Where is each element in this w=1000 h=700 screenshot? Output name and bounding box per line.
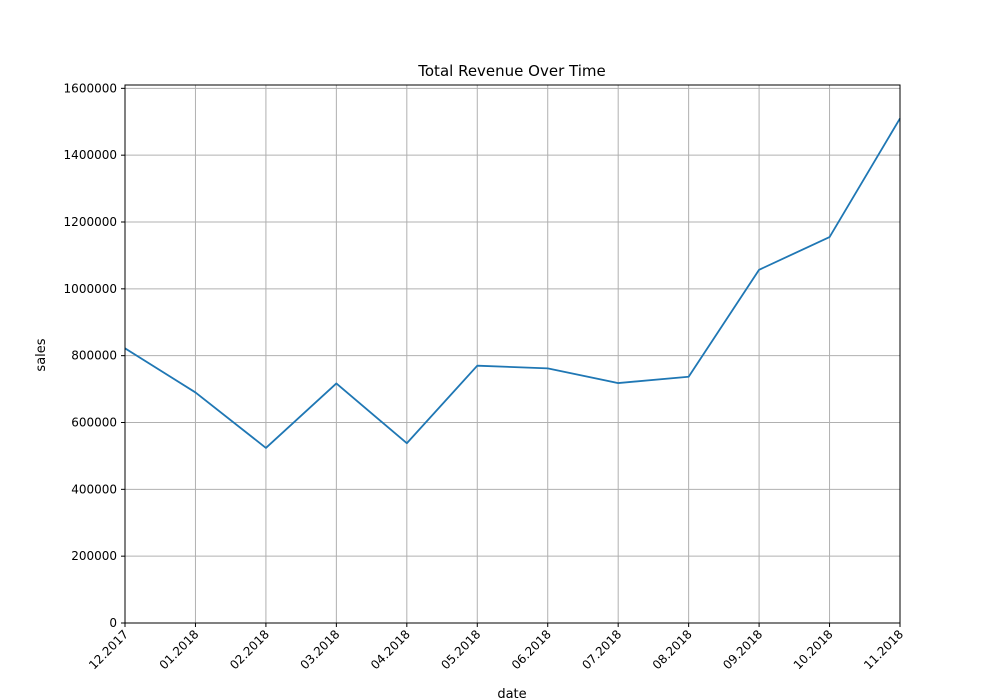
y-tick-label: 400000 — [71, 482, 117, 496]
x-axis-label: date — [497, 687, 526, 700]
grid — [124, 85, 901, 624]
y-tick-label: 1600000 — [64, 81, 117, 95]
y-tick-label: 200000 — [71, 549, 117, 563]
y-tick-label: 800000 — [71, 349, 117, 363]
y-axis: 0 200000 400000 600000 800000 1000000 1200000 1… — [64, 81, 125, 630]
y-tick-label: 1400000 — [64, 148, 117, 162]
chart-title: Total Revenue Over Time — [417, 62, 605, 80]
y-tick-label: 0 — [109, 616, 117, 630]
series-line — [124, 117, 901, 449]
y-axis-label: sales — [34, 338, 49, 371]
plot-frame — [124, 84, 901, 624]
y-tick-label: 600000 — [71, 416, 117, 430]
y-tick-label: 1200000 — [64, 215, 117, 229]
y-tick-label: 1000000 — [64, 282, 117, 296]
